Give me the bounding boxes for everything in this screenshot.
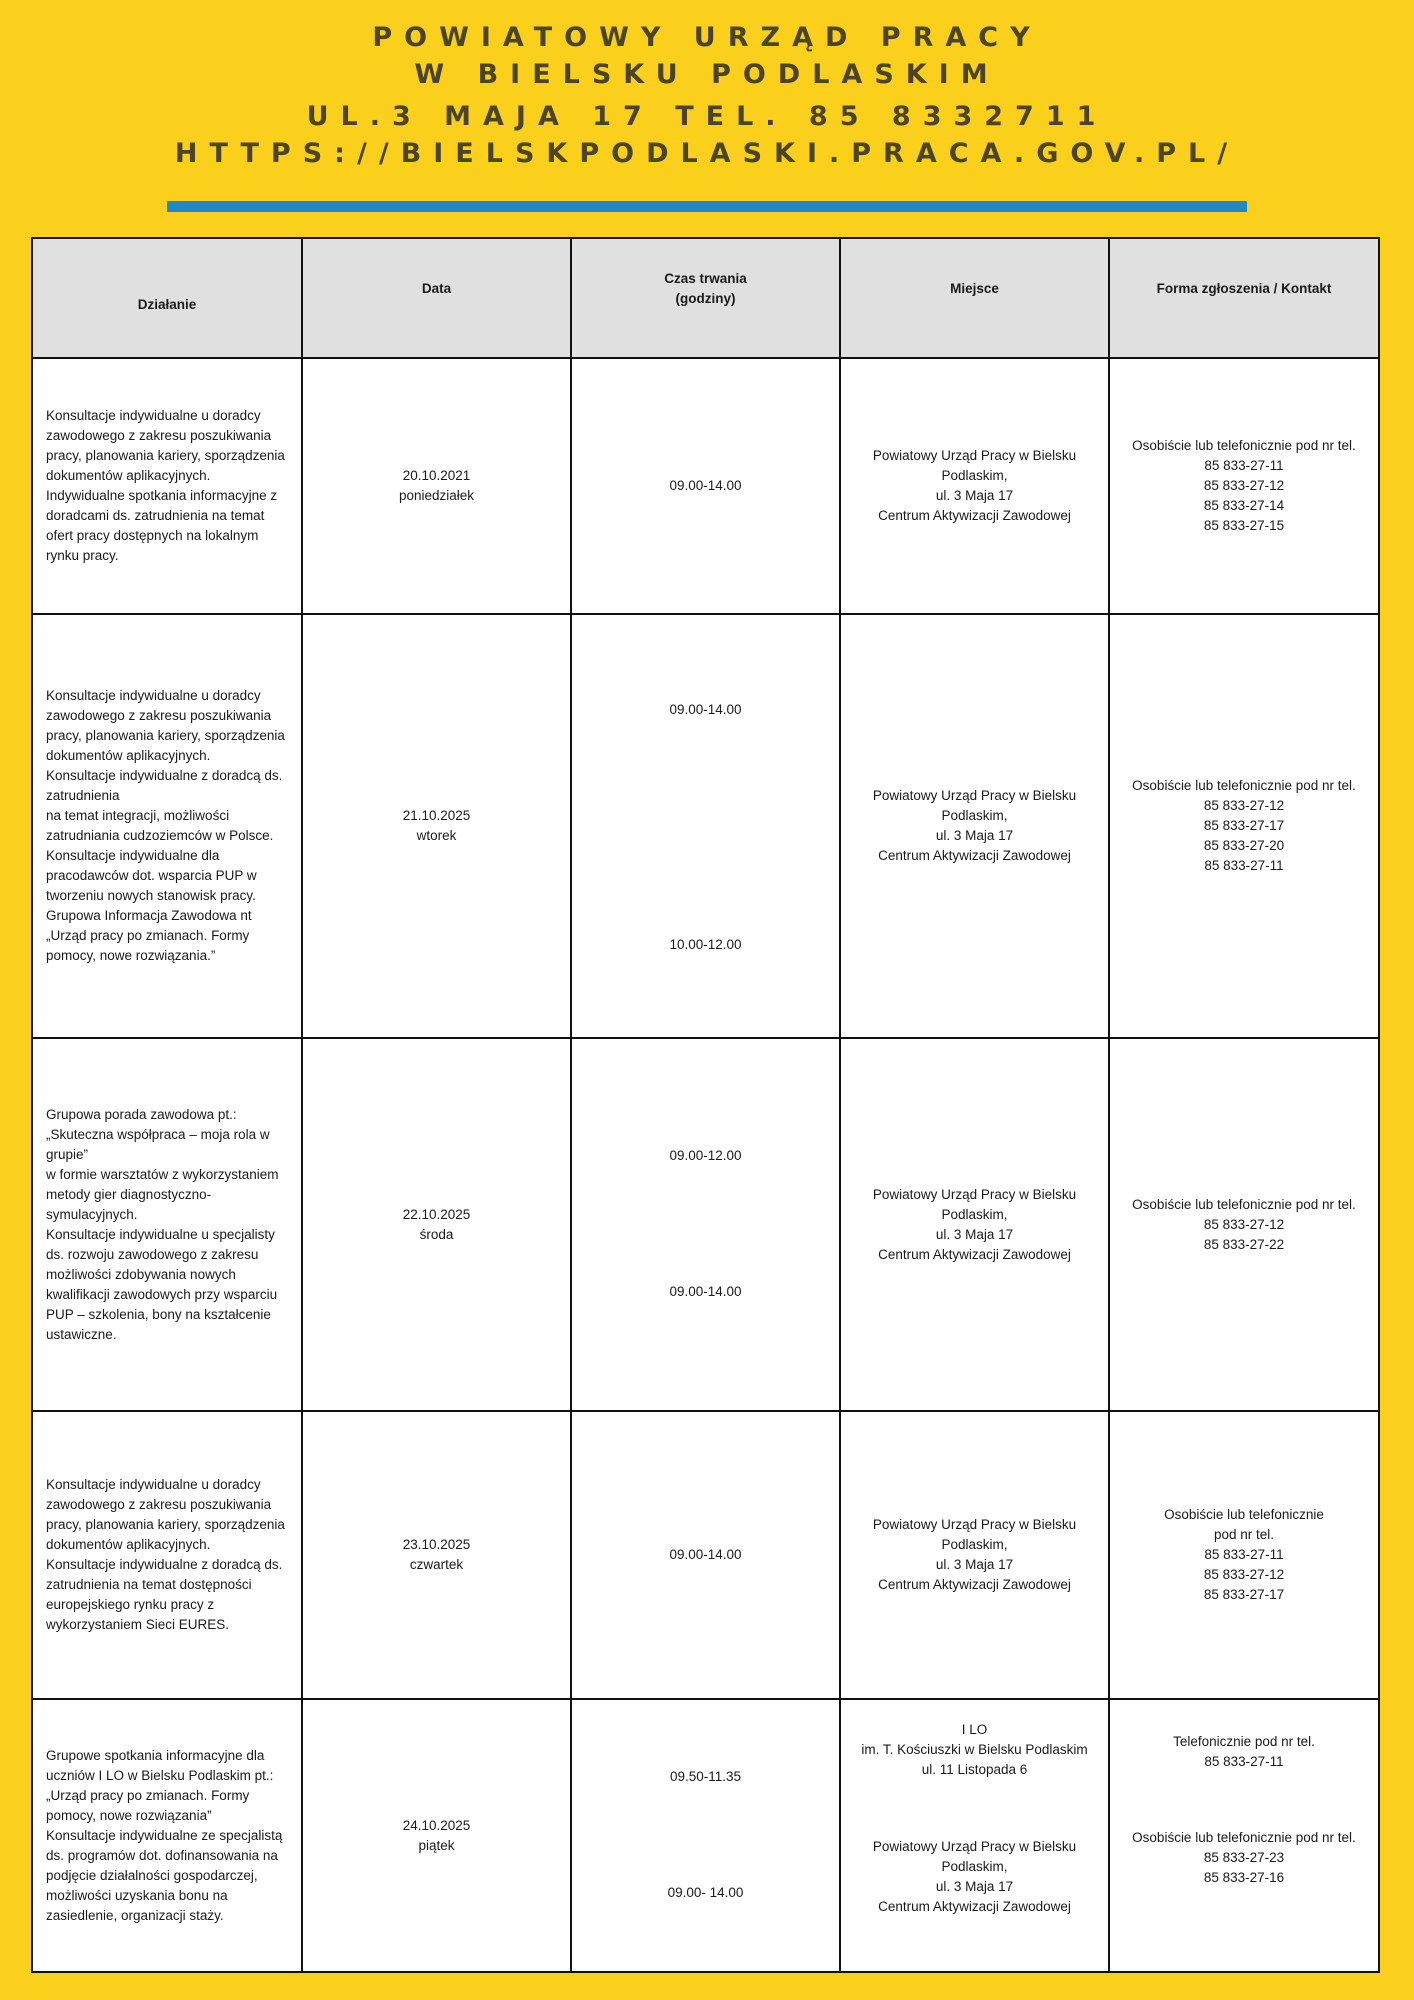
accent-divider [167, 201, 1247, 212]
date-cell: 21.10.2025 wtorek [301, 613, 572, 1039]
table-row: Grupowa porada zawodowa pt.: „Skuteczna … [31, 1037, 1380, 1412]
column-header-date: Data [301, 237, 572, 359]
duration-entry: 09.00-12.00 [669, 1148, 742, 1163]
duration-entry: 09.50-11.35 [669, 1769, 742, 1784]
action-cell: Grupowa porada zawodowa pt.: „Skuteczna … [31, 1037, 303, 1412]
duration-entry: 09.00- 14.00 [667, 1885, 744, 1900]
duration-cell: 09.00-14.00 10.00-12.00 [570, 613, 841, 1039]
table-header-row: Działanie Data Czas trwania (godziny) Mi… [31, 237, 1380, 359]
contact-cell: Osobiście lub telefonicznie pod nr tel. … [1108, 357, 1380, 615]
table-row: Konsultacje indywidualne u doradcy zawod… [31, 613, 1380, 1039]
action-cell: Grupowe spotkania informacyjne dla uczni… [31, 1698, 303, 1973]
date-cell: 20.10.2021 poniedziałek [301, 357, 572, 615]
duration-entry: 09.00-14.00 [669, 1284, 742, 1299]
header-line-2: W BIELSKU PODLASKIM [414, 59, 1000, 90]
place-cell: Powiatowy Urząd Pracy w Bielsku Podlaski… [839, 1037, 1110, 1412]
contact-entry: Telefonicznie pod nr tel. 85 833-27-11 [1173, 1734, 1315, 1769]
schedule-table: Działanie Data Czas trwania (godziny) Mi… [31, 237, 1380, 1973]
place-entry: Powiatowy Urząd Pracy w Bielsku Podlaski… [872, 1839, 1077, 1914]
table-row: Konsultacje indywidualne u doradcy zawod… [31, 1410, 1380, 1700]
duration-entry: 09.00-14.00 [669, 702, 742, 717]
date-cell: 22.10.2025 środa [301, 1037, 572, 1412]
table-row: Grupowe spotkania informacyjne dla uczni… [31, 1698, 1380, 1973]
duration-cell: 09.00-12.00 09.00-14.00 [570, 1037, 841, 1412]
contact-cell: Osobiście lub telefonicznie pod nr tel. … [1108, 1410, 1380, 1700]
place-cell: I LO im. T. Kościuszki w Bielsku Podlask… [839, 1698, 1110, 1973]
column-header-action: Działanie [31, 237, 303, 359]
place-cell: Powiatowy Urząd Pracy w Bielsku Podlaski… [839, 1410, 1110, 1700]
table-row: Konsultacje indywidualne u doradcy zawod… [31, 357, 1380, 615]
date-cell: 24.10.2025 piątek [301, 1698, 572, 1973]
contact-entry: Osobiście lub telefonicznie pod nr tel. … [1132, 1830, 1356, 1885]
contact-cell: Telefonicznie pod nr tel. 85 833-27-11 O… [1108, 1698, 1380, 1973]
action-cell: Konsultacje indywidualne u doradcy zawod… [31, 357, 303, 615]
column-header-contact: Forma zgłoszenia / Kontakt [1108, 237, 1380, 359]
place-cell: Powiatowy Urząd Pracy w Bielsku Podlaski… [839, 613, 1110, 1039]
date-cell: 23.10.2025 czwartek [301, 1410, 572, 1700]
duration-entry: 10.00-12.00 [669, 937, 742, 952]
contact-cell: Osobiście lub telefonicznie pod nr tel. … [1108, 613, 1380, 1039]
duration-cell: 09.00-14.00 [570, 357, 841, 615]
duration-cell: 09.00-14.00 [570, 1410, 841, 1700]
contact-cell: Osobiście lub telefonicznie pod nr tel. … [1108, 1037, 1380, 1412]
action-cell: Konsultacje indywidualne u doradcy zawod… [31, 1410, 303, 1700]
header-line-3: UL.3 MAJA 17 TEL. 85 8332711 [306, 101, 1108, 132]
column-header-place: Miejsce [839, 237, 1110, 359]
header-line-1: POWIATOWY URZĄD PRACY [372, 22, 1042, 53]
place-cell: Powiatowy Urząd Pracy w Bielsku Podlaski… [839, 357, 1110, 615]
column-header-duration: Czas trwania (godziny) [570, 237, 841, 359]
place-entry: I LO im. T. Kościuszki w Bielsku Podlask… [861, 1722, 1088, 1777]
action-cell: Konsultacje indywidualne u doradcy zawod… [31, 613, 303, 1039]
duration-cell: 09.50-11.35 09.00- 14.00 [570, 1698, 841, 1973]
header-url: HTTPS://BIELSKPODLASKI.PRACA.GOV.PL/ [174, 138, 1240, 169]
